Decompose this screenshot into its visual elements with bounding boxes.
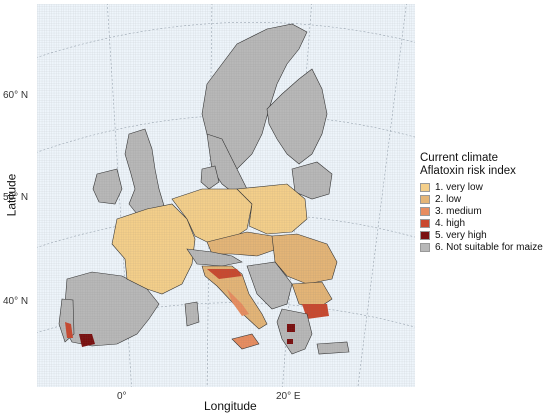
legend-swatch (420, 206, 430, 216)
legend-item: 6. Not suitable for maize (420, 241, 548, 253)
legend-label: 3. medium (435, 205, 482, 217)
legend-label: 1. very low (435, 181, 483, 193)
x-axis-label: Longitude (204, 399, 257, 413)
legend-item: 1. very low (420, 181, 548, 193)
legend-label: 4. high (435, 217, 466, 229)
y-tick-50n: 50° N (3, 192, 29, 203)
legend: Current climate Aflatoxin risk index 1. … (420, 152, 548, 253)
x-tick-20e: 20° E (276, 391, 301, 402)
legend-swatch (420, 242, 430, 252)
x-tick-0: 0° (117, 391, 127, 402)
legend-swatch (420, 194, 430, 204)
legend-swatch (420, 182, 430, 192)
legend-label: 2. low (435, 193, 462, 205)
legend-swatch (420, 218, 430, 228)
legend-label: 6. Not suitable for maize (435, 241, 543, 253)
legend-title-line1: Current climate (420, 152, 498, 164)
legend-swatch (420, 230, 430, 240)
grid-texture (37, 4, 415, 387)
legend-item: 3. medium (420, 205, 548, 217)
map-panel (37, 4, 415, 387)
legend-item: 5. very high (420, 229, 548, 241)
legend-title-line2: Aflatoxin risk index (420, 165, 516, 177)
legend-item: 2. low (420, 193, 548, 205)
legend-item: 4. high (420, 217, 548, 229)
y-tick-40n: 40° N (3, 296, 29, 307)
y-tick-60n: 60° N (3, 90, 29, 101)
europe-risk-map (37, 4, 415, 387)
legend-label: 5. very high (435, 229, 487, 241)
